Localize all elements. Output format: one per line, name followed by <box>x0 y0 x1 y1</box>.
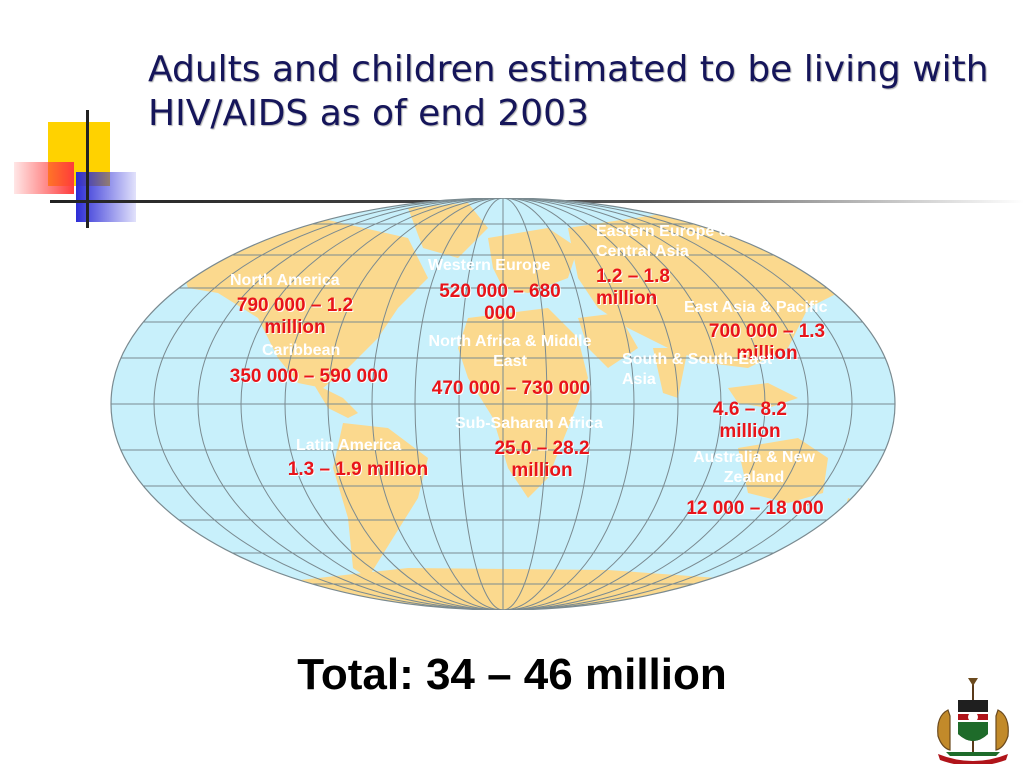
decor-vertical-line <box>86 110 89 228</box>
region-name-south-southeast-asia: South & South-East Asia <box>622 351 773 388</box>
total-label: Total: 34 – 46 million <box>297 650 727 699</box>
region-value-east-asia-pacific: 700 000 – 1.3 million <box>708 321 826 364</box>
decor-red-bar <box>14 162 74 194</box>
region-value-sub-saharan-africa: 25.0 – 28.2 million <box>494 438 590 481</box>
slide-title: Adults and children estimated to be livi… <box>148 49 989 134</box>
region-name-north-america: North America <box>230 272 340 289</box>
region-name-australia-new-zealand: Australia & New Zealand <box>693 449 815 486</box>
region-value-caribbean: 350 000 – 590 000 <box>229 366 389 387</box>
region-name-sub-saharan-africa: Sub-Saharan Africa <box>455 415 603 432</box>
region-value-south-southeast-asia: 4.6 – 8.2 million <box>713 399 787 442</box>
kenya-coat-of-arms-emblem-icon <box>928 676 1018 766</box>
region-value-north-africa-middle-east: 470 000 – 730 000 <box>431 378 591 399</box>
region-name-east-asia-pacific: East Asia & Pacific <box>684 299 828 316</box>
world-map <box>108 198 898 610</box>
region-value-western-europe: 520 000 – 680 000 <box>439 281 561 324</box>
world-map-icon <box>110 198 896 610</box>
region-name-latin-america: Latin America <box>296 437 402 454</box>
region-value-australia-new-zealand: 12 000 – 18 000 <box>686 498 824 519</box>
region-name-western-europe: Western Europe <box>428 257 551 274</box>
region-value-north-america: 790 000 – 1.2 million <box>236 295 354 338</box>
region-name-eastern-europe-central-asia: Eastern Europe & Central Asia <box>596 223 731 260</box>
region-value-eastern-europe-central-asia: 1.2 – 1.8 million <box>596 266 670 309</box>
region-value-latin-america: 1.3 – 1.9 million <box>287 459 429 480</box>
region-name-caribbean: Caribbean <box>262 342 341 359</box>
region-name-north-africa-middle-east: North Africa & Middle East <box>428 333 592 370</box>
